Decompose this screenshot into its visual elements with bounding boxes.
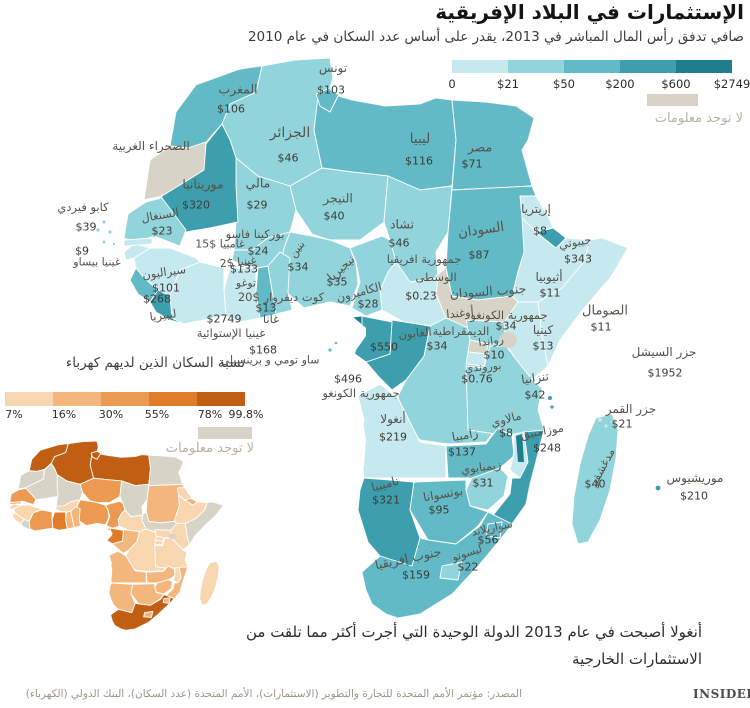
country-NGA <box>280 232 358 308</box>
electricity-legend-tick-2: 30% <box>98 408 124 421</box>
electricity-legend-segment-3 <box>149 392 197 406</box>
investment-legend-bar <box>452 60 732 73</box>
electricity-legend-title: نسبة السكان الذين لديهم كهرباء <box>65 355 245 371</box>
island-dot-9 <box>328 348 332 352</box>
inset-lake-victoria <box>168 533 177 540</box>
island-dot-10 <box>334 341 338 345</box>
electricity-no-data-swatch <box>198 427 252 439</box>
inset-country-BEN <box>71 507 81 528</box>
investment-legend-segment-3 <box>620 60 676 73</box>
lake-malawi <box>516 434 524 462</box>
country-BDI <box>466 352 486 366</box>
country-CMR <box>350 236 396 316</box>
insider-logo-text: INSIDER <box>693 687 750 701</box>
country-CIV <box>170 262 226 324</box>
island-dot-12 <box>550 405 554 409</box>
insider-logo: INSIDER <box>693 687 750 701</box>
country-LSO <box>440 562 462 580</box>
country-GNQ <box>340 316 362 334</box>
page-title: الإستثمارات في البلاد الإفريقية <box>435 0 744 24</box>
page-subtitle: صافي تدفق رأس المال المباشر في 2013، يقد… <box>247 29 744 45</box>
country-MRT <box>152 124 238 238</box>
inset-country-UGA <box>155 530 172 538</box>
island-dot-1 <box>96 228 100 232</box>
investment-no-data-label: لا توجد معلومات <box>654 111 743 126</box>
inset-country-BDI <box>155 540 163 545</box>
electricity-legend-segment-4 <box>197 392 245 406</box>
inset-country-GAB <box>101 528 123 544</box>
lake-victoria <box>499 332 517 348</box>
investment-legend-tick-5: $2749 <box>713 77 750 91</box>
electricity-legend-tick-5: 99.8% <box>228 408 264 421</box>
inset-country-NER <box>80 478 122 502</box>
country-EGY <box>452 100 534 190</box>
electricity-legend-segment-1 <box>53 392 101 406</box>
electricity-legend-segment-0 <box>5 392 53 406</box>
country-BWA <box>410 480 488 544</box>
country-GMB <box>124 238 152 246</box>
island-dot-11 <box>548 396 552 400</box>
country-NER <box>290 168 388 240</box>
inset-country-GHA <box>52 512 67 530</box>
country-DJI <box>536 228 566 248</box>
island-dot-2 <box>108 230 112 234</box>
island-dot-3 <box>102 240 106 244</box>
investment-legend-segment-1 <box>508 60 564 73</box>
inset-country-EGY <box>149 455 184 485</box>
inset-country-CMR <box>106 501 126 528</box>
investment-legend-tick-2: $50 <box>553 77 575 91</box>
country-ZAF <box>362 512 512 618</box>
island-dot-4 <box>112 242 116 246</box>
country-GHA <box>224 268 260 322</box>
country-BEN <box>268 252 292 314</box>
inset-country-SOM <box>185 502 224 545</box>
inset-country-GMB <box>9 502 22 505</box>
investment-legend-tick-3: $200 <box>605 77 635 91</box>
electricity-legend-segment-2 <box>101 392 149 406</box>
electricity-legend-bar <box>5 392 245 406</box>
inset-country-SWZ <box>163 598 170 603</box>
electricity-legend-tick-4: 78% <box>197 408 223 421</box>
investment-legend-tick-0: 0 <box>448 77 456 91</box>
inset-country-CIV <box>29 510 53 531</box>
island-dot-8 <box>655 485 661 491</box>
island-dot-7 <box>610 420 614 424</box>
electricity-legend-tick-3: 55% <box>144 408 170 421</box>
inset-country-NAM <box>109 583 135 613</box>
electricity-inset-map <box>9 441 224 631</box>
country-SWZ <box>486 522 502 538</box>
electricity-legend-tick-0: 7% <box>5 408 23 421</box>
footnote-line-2: الاستثمارات الخارجية <box>572 650 702 668</box>
country-NAM <box>358 478 420 566</box>
investment-legend-segment-0 <box>452 60 508 73</box>
footnote: أنغولا أصبحت في عام 2013 الدولة الوحيدة … <box>142 619 702 673</box>
country-MDG <box>572 414 618 544</box>
island-dot-0 <box>102 220 106 224</box>
investment-no-data-swatch <box>647 94 698 106</box>
island-dot-6 <box>604 424 608 428</box>
investment-legend-segment-4 <box>676 60 732 73</box>
inset-country-GNQ <box>101 528 110 534</box>
investment-legend-tick-4: $600 <box>661 77 691 91</box>
inset-country-MRT <box>22 463 58 502</box>
electricity-no-data-label: لا توجد معلومات <box>165 441 254 456</box>
electricity-legend-tick-1: 16% <box>51 408 77 421</box>
inset-country-NGA <box>76 500 109 526</box>
country-KEN <box>504 302 548 380</box>
investment-legend-tick-1: $21 <box>497 77 519 91</box>
country-UGA <box>466 320 506 344</box>
island-dot-5 <box>598 418 602 422</box>
country-GAB <box>340 316 392 362</box>
footnote-line-1: أنغولا أصبحت في عام 2013 الدولة الوحيدة … <box>245 623 702 641</box>
inset-country-LSO <box>144 611 153 617</box>
source-line: المصدر: مؤتمر الأمم المتحدة للتجارة والت… <box>25 688 522 700</box>
investment-legend-segment-2 <box>564 60 620 73</box>
inset-country-MDG <box>200 561 220 605</box>
